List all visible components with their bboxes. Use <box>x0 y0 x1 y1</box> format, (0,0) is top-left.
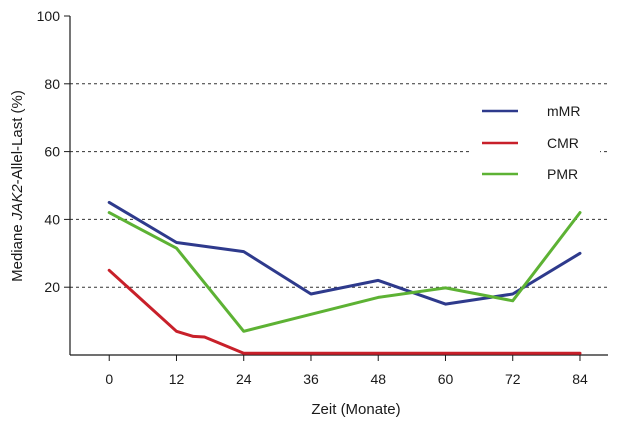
y-tick-label: 100 <box>37 8 61 24</box>
series-line-cmr <box>107 268 582 355</box>
tick-labels: 20 40 60 80 100 0 12 24 36 48 60 72 84 <box>37 8 588 387</box>
x-tick-label: 60 <box>438 371 454 387</box>
y-axis-title-gene: JAK2 <box>9 184 26 222</box>
x-tick-label: 12 <box>169 371 185 387</box>
series-lines <box>107 200 582 355</box>
y-axis-title-prefix: Mediane <box>9 220 26 282</box>
x-tick-label: 84 <box>572 371 588 387</box>
legend: mMR CMR PMR <box>472 92 600 200</box>
legend-label-pmr: PMR <box>547 166 578 182</box>
y-tick-label: 60 <box>44 144 60 160</box>
series-line-mmr <box>107 200 582 306</box>
legend-label-mmr: mMR <box>547 103 580 119</box>
x-tick-label: 48 <box>370 371 386 387</box>
legend-label-cmr: CMR <box>547 135 579 151</box>
x-axis-title: Zeit (Monate) <box>311 401 400 418</box>
y-tick-label: 80 <box>44 76 60 92</box>
y-axis-title: Mediane JAK2-Allel-Last (%) <box>9 90 26 282</box>
axes <box>64 15 608 361</box>
x-tick-label: 36 <box>303 371 319 387</box>
x-tick-label: 72 <box>505 371 521 387</box>
x-tick-label: 0 <box>105 371 113 387</box>
y-axis-title-suffix: -Allel-Last (%) <box>9 90 26 184</box>
x-tick-label: 24 <box>236 371 252 387</box>
y-tick-label: 40 <box>44 211 60 227</box>
series-line-pmr <box>107 211 582 333</box>
y-tick-label: 20 <box>44 279 60 295</box>
legend-background <box>472 92 600 200</box>
